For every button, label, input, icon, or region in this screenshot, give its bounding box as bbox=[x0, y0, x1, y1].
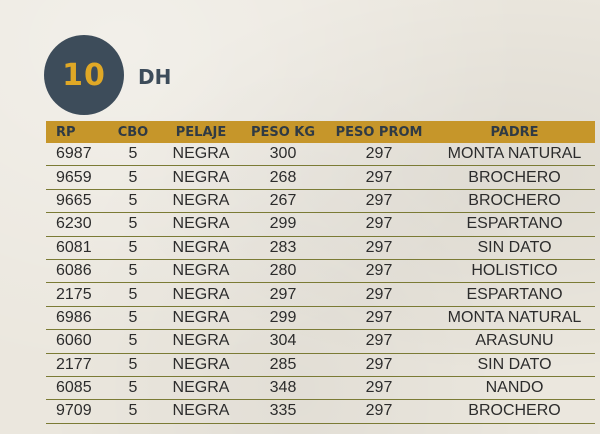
cell-peso-prom: 297 bbox=[324, 165, 434, 190]
cell-peso-prom: 297 bbox=[324, 399, 434, 424]
table-row: 6086 5 NEGRA 280 297 HOLISTICO bbox=[46, 259, 595, 284]
column-header-cbo: CBO bbox=[106, 121, 160, 143]
cell-padre: BROCHERO bbox=[434, 399, 595, 424]
cell-peso-kg: 300 bbox=[242, 143, 324, 167]
cell-peso-kg: 299 bbox=[242, 306, 324, 331]
cell-cbo: 5 bbox=[106, 399, 160, 424]
table-row: 6987 5 NEGRA 300 297 MONTA NATURAL bbox=[46, 143, 595, 167]
cell-peso-kg: 304 bbox=[242, 329, 324, 354]
cell-pelaje: NEGRA bbox=[160, 376, 242, 401]
cell-pelaje: NEGRA bbox=[160, 189, 242, 214]
column-header-pelaje: PELAJE bbox=[160, 121, 242, 143]
column-header-peso-prom: PESO PROM bbox=[324, 121, 434, 143]
cell-cbo: 5 bbox=[106, 376, 160, 401]
table-row: 6081 5 NEGRA 283 297 SIN DATO bbox=[46, 236, 595, 260]
cell-rp: 6060 bbox=[46, 329, 106, 354]
cell-padre: ESPARTANO bbox=[434, 212, 595, 237]
cell-rp: 2175 bbox=[46, 282, 106, 307]
table-row: 6230 5 NEGRA 299 297 ESPARTANO bbox=[46, 212, 595, 237]
cell-pelaje: NEGRA bbox=[160, 353, 242, 377]
cell-pelaje: NEGRA bbox=[160, 399, 242, 424]
table-header-row: RP CBO PELAJE PESO KG PESO PROM PADRE bbox=[46, 121, 595, 143]
table-row: 9709 5 NEGRA 335 297 BROCHERO bbox=[46, 399, 595, 424]
cell-cbo: 5 bbox=[106, 353, 160, 377]
table-row: 2175 5 NEGRA 297 297 ESPARTANO bbox=[46, 282, 595, 307]
cell-peso-prom: 297 bbox=[324, 282, 434, 307]
cell-peso-kg: 297 bbox=[242, 282, 324, 307]
cell-peso-prom: 297 bbox=[324, 329, 434, 354]
cell-peso-kg: 267 bbox=[242, 189, 324, 214]
cell-peso-prom: 297 bbox=[324, 236, 434, 260]
cell-peso-prom: 297 bbox=[324, 353, 434, 377]
table-row: 6986 5 NEGRA 299 297 MONTA NATURAL bbox=[46, 306, 595, 331]
cell-padre: BROCHERO bbox=[434, 165, 595, 190]
cell-padre: ARASUNU bbox=[434, 329, 595, 354]
cell-pelaje: NEGRA bbox=[160, 329, 242, 354]
lot-number: 10 bbox=[62, 57, 106, 93]
cell-padre: SIN DATO bbox=[434, 236, 595, 260]
cell-cbo: 5 bbox=[106, 189, 160, 214]
column-header-rp: RP bbox=[46, 121, 106, 143]
category-label: DH bbox=[138, 65, 172, 89]
cell-peso-prom: 297 bbox=[324, 306, 434, 331]
cell-cbo: 5 bbox=[106, 143, 160, 167]
table-row: 6060 5 NEGRA 304 297 ARASUNU bbox=[46, 329, 595, 354]
cell-peso-kg: 280 bbox=[242, 259, 324, 284]
cell-peso-kg: 335 bbox=[242, 399, 324, 424]
cell-pelaje: NEGRA bbox=[160, 259, 242, 284]
cell-cbo: 5 bbox=[106, 306, 160, 331]
cell-rp: 6230 bbox=[46, 212, 106, 237]
cell-peso-kg: 299 bbox=[242, 212, 324, 237]
lot-badge: 10 bbox=[44, 35, 124, 115]
cell-peso-prom: 297 bbox=[324, 212, 434, 237]
cell-rp: 6081 bbox=[46, 236, 106, 260]
cell-peso-kg: 285 bbox=[242, 353, 324, 377]
cell-cbo: 5 bbox=[106, 329, 160, 354]
table-row: 9659 5 NEGRA 268 297 BROCHERO bbox=[46, 165, 595, 190]
table-body: 6987 5 NEGRA 300 297 MONTA NATURAL 9659 5 NEGRA 2… bbox=[46, 143, 595, 424]
cell-peso-prom: 297 bbox=[324, 189, 434, 214]
cell-pelaje: NEGRA bbox=[160, 143, 242, 167]
cell-padre: NANDO bbox=[434, 376, 595, 401]
cell-peso-kg: 268 bbox=[242, 165, 324, 190]
cell-rp: 6086 bbox=[46, 259, 106, 284]
cell-padre: MONTA NATURAL bbox=[434, 306, 595, 331]
table-row: 6085 5 NEGRA 348 297 NANDO bbox=[46, 376, 595, 401]
cell-pelaje: NEGRA bbox=[160, 236, 242, 260]
cell-padre: SIN DATO bbox=[434, 353, 595, 377]
cell-rp: 6085 bbox=[46, 376, 106, 401]
cell-pelaje: NEGRA bbox=[160, 282, 242, 307]
cell-pelaje: NEGRA bbox=[160, 212, 242, 237]
cell-cbo: 5 bbox=[106, 259, 160, 284]
cell-padre: BROCHERO bbox=[434, 189, 595, 214]
cell-rp: 9709 bbox=[46, 399, 106, 424]
column-header-padre: PADRE bbox=[434, 121, 595, 143]
cell-rp: 6986 bbox=[46, 306, 106, 331]
cell-peso-kg: 283 bbox=[242, 236, 324, 260]
table-row: 9665 5 NEGRA 267 297 BROCHERO bbox=[46, 189, 595, 214]
cell-pelaje: NEGRA bbox=[160, 165, 242, 190]
animals-table: RP CBO PELAJE PESO KG PESO PROM PADRE 69… bbox=[46, 121, 595, 424]
table-row: 2177 5 NEGRA 285 297 SIN DATO bbox=[46, 353, 595, 377]
cell-peso-prom: 297 bbox=[324, 376, 434, 401]
cell-cbo: 5 bbox=[106, 165, 160, 190]
cell-rp: 9665 bbox=[46, 189, 106, 214]
cell-peso-prom: 297 bbox=[324, 143, 434, 167]
cell-cbo: 5 bbox=[106, 236, 160, 260]
cell-pelaje: NEGRA bbox=[160, 306, 242, 331]
cell-peso-kg: 348 bbox=[242, 376, 324, 401]
cell-cbo: 5 bbox=[106, 282, 160, 307]
cell-padre: MONTA NATURAL bbox=[434, 143, 595, 167]
cell-padre: HOLISTICO bbox=[434, 259, 595, 284]
cell-rp: 6987 bbox=[46, 143, 106, 167]
cell-padre: ESPARTANO bbox=[434, 282, 595, 307]
cell-peso-prom: 297 bbox=[324, 259, 434, 284]
column-header-peso-kg: PESO KG bbox=[242, 121, 324, 143]
cell-rp: 2177 bbox=[46, 353, 106, 377]
cell-cbo: 5 bbox=[106, 212, 160, 237]
cell-rp: 9659 bbox=[46, 165, 106, 190]
